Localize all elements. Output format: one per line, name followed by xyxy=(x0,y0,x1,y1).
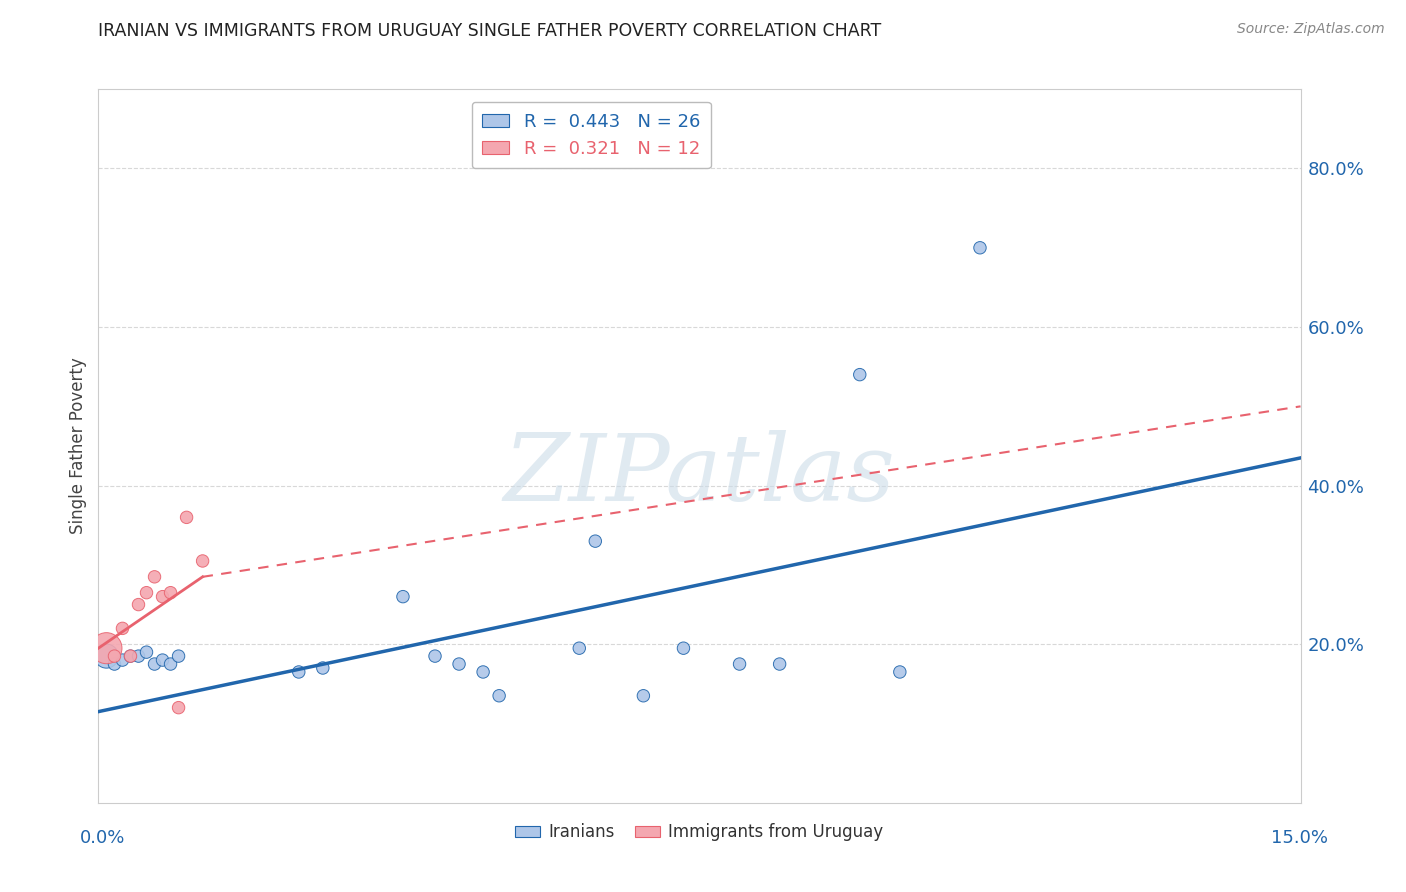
Point xyxy=(96,641,118,656)
Point xyxy=(96,649,118,664)
Point xyxy=(583,534,606,549)
Legend: Iranians, Immigrants from Uruguay: Iranians, Immigrants from Uruguay xyxy=(509,817,890,848)
Point xyxy=(120,649,142,664)
Text: Source: ZipAtlas.com: Source: ZipAtlas.com xyxy=(1237,22,1385,37)
Point xyxy=(889,665,911,679)
Point xyxy=(288,665,311,679)
Point xyxy=(103,657,125,671)
Point xyxy=(152,653,174,667)
Point xyxy=(111,621,134,635)
Point xyxy=(672,641,695,656)
Point xyxy=(167,649,190,664)
Y-axis label: Single Father Poverty: Single Father Poverty xyxy=(69,358,87,534)
Point xyxy=(135,645,157,659)
Point xyxy=(447,657,470,671)
Point xyxy=(769,657,792,671)
Text: IRANIAN VS IMMIGRANTS FROM URUGUAY SINGLE FATHER POVERTY CORRELATION CHART: IRANIAN VS IMMIGRANTS FROM URUGUAY SINGL… xyxy=(98,22,882,40)
Point xyxy=(159,585,181,599)
Point xyxy=(159,657,181,671)
Point xyxy=(111,653,134,667)
Point xyxy=(120,649,142,664)
Point xyxy=(849,368,872,382)
Point xyxy=(423,649,446,664)
Point xyxy=(472,665,495,679)
Text: 15.0%: 15.0% xyxy=(1271,829,1327,847)
Point xyxy=(488,689,510,703)
Point xyxy=(128,649,150,664)
Point xyxy=(969,241,991,255)
Point xyxy=(568,641,591,656)
Point xyxy=(167,700,190,714)
Point xyxy=(728,657,751,671)
Point xyxy=(152,590,174,604)
Text: 0.0%: 0.0% xyxy=(80,829,125,847)
Point xyxy=(176,510,198,524)
Point xyxy=(128,598,150,612)
Point xyxy=(633,689,655,703)
Point xyxy=(135,585,157,599)
Point xyxy=(392,590,415,604)
Point xyxy=(103,649,125,664)
Point xyxy=(312,661,335,675)
Text: ZIPatlas: ZIPatlas xyxy=(503,430,896,519)
Point xyxy=(143,570,166,584)
Point xyxy=(143,657,166,671)
Point xyxy=(191,554,214,568)
